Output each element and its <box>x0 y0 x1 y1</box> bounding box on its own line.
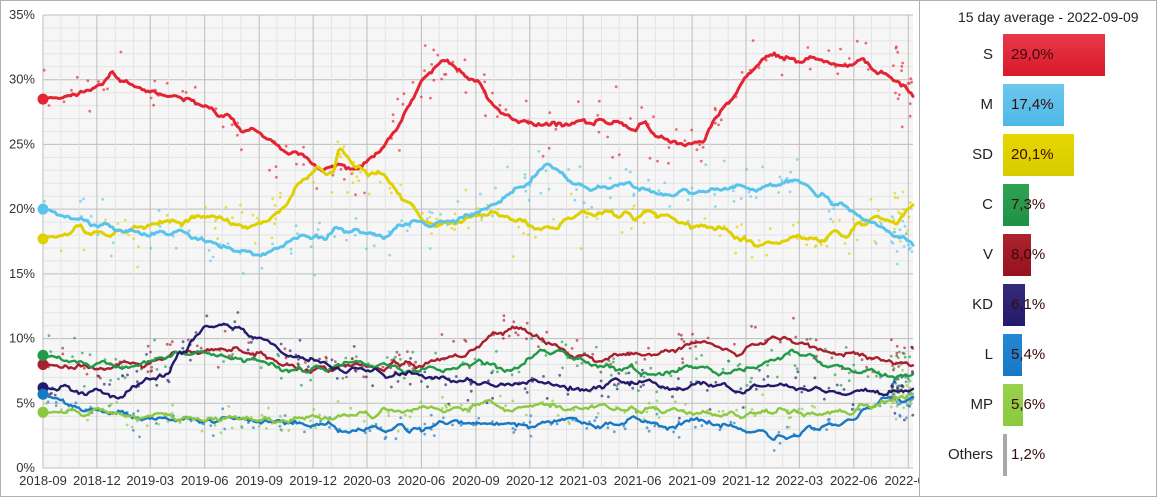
svg-text:2019-09: 2019-09 <box>235 473 283 488</box>
svg-text:2021-12: 2021-12 <box>722 473 770 488</box>
svg-text:2022-06: 2022-06 <box>830 473 878 488</box>
svg-text:15%: 15% <box>9 266 35 281</box>
svg-text:5%: 5% <box>16 395 35 410</box>
svg-text:2021-03: 2021-03 <box>559 473 607 488</box>
svg-text:2018-09: 2018-09 <box>19 473 67 488</box>
svg-text:2020-09: 2020-09 <box>452 473 500 488</box>
svg-text:2018-12: 2018-12 <box>73 473 121 488</box>
svg-text:2021-09: 2021-09 <box>668 473 716 488</box>
svg-text:35%: 35% <box>9 7 35 22</box>
svg-text:2021-06: 2021-06 <box>614 473 662 488</box>
svg-text:2019-12: 2019-12 <box>289 473 337 488</box>
svg-text:2020-12: 2020-12 <box>506 473 554 488</box>
svg-text:2019-06: 2019-06 <box>181 473 229 488</box>
svg-text:30%: 30% <box>9 72 35 87</box>
svg-text:2019-03: 2019-03 <box>126 473 174 488</box>
svg-text:25%: 25% <box>9 136 35 151</box>
svg-text:2020-06: 2020-06 <box>398 473 446 488</box>
svg-text:2022-09: 2022-09 <box>884 473 919 488</box>
svg-text:20%: 20% <box>9 201 35 216</box>
svg-text:10%: 10% <box>9 331 35 346</box>
svg-text:2020-03: 2020-03 <box>343 473 391 488</box>
svg-text:2022-03: 2022-03 <box>775 473 823 488</box>
